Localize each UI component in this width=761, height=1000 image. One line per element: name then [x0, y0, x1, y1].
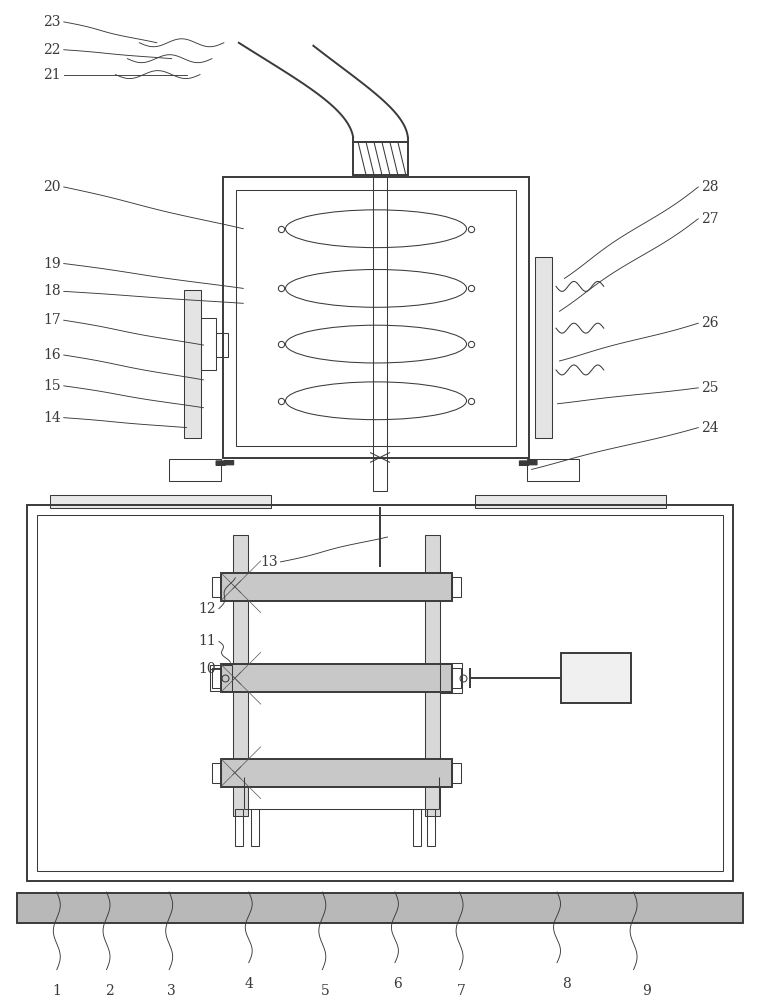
- Text: 25: 25: [701, 381, 718, 395]
- Bar: [212, 668, 221, 688]
- Text: 24: 24: [701, 421, 719, 435]
- Text: 26: 26: [701, 316, 718, 330]
- Bar: [535, 257, 552, 438]
- Bar: [353, 142, 408, 175]
- Bar: [440, 663, 462, 693]
- Text: 7: 7: [457, 984, 466, 998]
- Bar: [250, 809, 259, 846]
- Bar: [184, 290, 201, 438]
- Bar: [221, 573, 451, 601]
- Text: 22: 22: [43, 43, 61, 57]
- Bar: [425, 535, 440, 816]
- Bar: [233, 535, 248, 816]
- Text: 13: 13: [260, 555, 278, 569]
- Text: 20: 20: [43, 180, 61, 194]
- Bar: [451, 577, 460, 597]
- Bar: [212, 763, 221, 783]
- Bar: [451, 668, 460, 688]
- Text: 19: 19: [43, 257, 61, 271]
- Text: 23: 23: [43, 15, 61, 29]
- Bar: [221, 759, 451, 787]
- Bar: [169, 459, 221, 481]
- Bar: [236, 190, 516, 446]
- Bar: [451, 763, 460, 783]
- Text: 4: 4: [244, 977, 253, 991]
- Bar: [216, 333, 228, 357]
- Text: 2: 2: [105, 984, 114, 998]
- Bar: [201, 318, 216, 370]
- Text: 6: 6: [393, 977, 403, 991]
- Bar: [37, 515, 723, 871]
- Text: 12: 12: [199, 602, 216, 616]
- Text: 14: 14: [43, 411, 61, 425]
- Bar: [49, 495, 271, 508]
- Bar: [212, 577, 221, 597]
- Text: 16: 16: [43, 348, 61, 362]
- Text: 11: 11: [198, 634, 216, 648]
- Text: 15: 15: [43, 379, 61, 393]
- Bar: [427, 809, 435, 846]
- Text: 8: 8: [562, 977, 572, 991]
- Text: 17: 17: [43, 313, 61, 327]
- Text: 21: 21: [43, 68, 61, 82]
- Text: 9: 9: [642, 984, 651, 998]
- Bar: [373, 177, 387, 491]
- Bar: [210, 665, 232, 691]
- Bar: [527, 459, 579, 481]
- Text: 18: 18: [43, 284, 61, 298]
- Bar: [235, 809, 243, 846]
- Text: 1: 1: [53, 984, 61, 998]
- Text: 10: 10: [199, 662, 216, 676]
- Bar: [412, 809, 421, 846]
- Bar: [17, 893, 743, 923]
- Bar: [223, 177, 529, 458]
- Text: 3: 3: [167, 984, 176, 998]
- Text: 28: 28: [701, 180, 718, 194]
- Text: 5: 5: [321, 984, 330, 998]
- Text: 27: 27: [701, 212, 719, 226]
- Bar: [221, 664, 451, 692]
- Bar: [561, 653, 631, 703]
- Bar: [476, 495, 667, 508]
- Bar: [27, 505, 733, 881]
